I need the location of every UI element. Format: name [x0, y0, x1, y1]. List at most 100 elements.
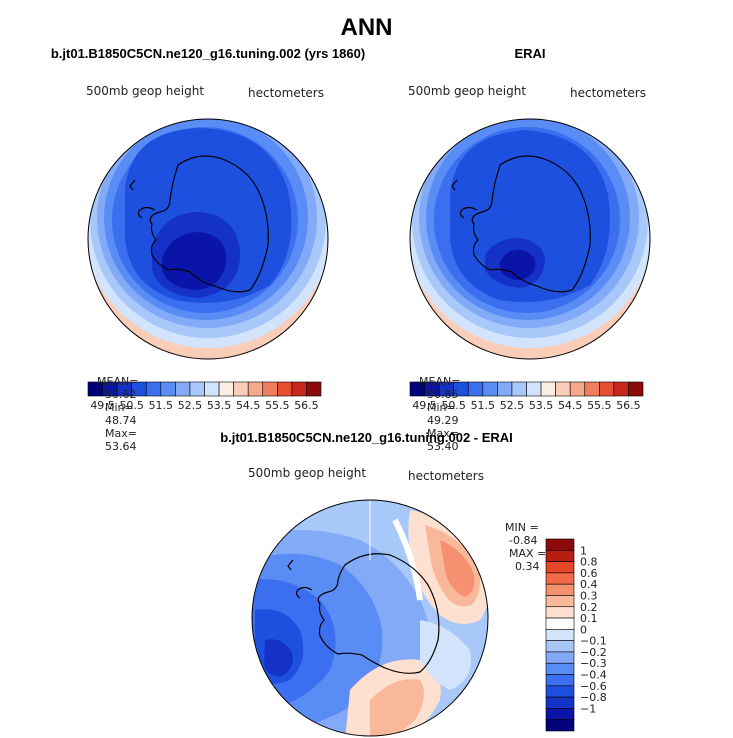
- panel-1-coastline: [129, 155, 269, 293]
- diff-colorbar-swatch: [545, 583, 575, 596]
- panel-1-min-value: 48.74: [105, 414, 137, 427]
- panel-2-colorbar-tick-label: 53.5: [529, 399, 554, 412]
- diff-colorbar-swatch: [545, 719, 575, 732]
- panel-1-colorbar-swatch: [262, 381, 278, 397]
- panel-2-colorbar-tick-label: 52.5: [500, 399, 525, 412]
- panel-1-mean-label: MEAN=: [97, 375, 139, 388]
- panel-2-map: [410, 119, 650, 359]
- diff-stats: MIN = -0.84 MAX = 0.34: [498, 508, 546, 573]
- panel-2-colorbar-tick-label: 54.5: [558, 399, 583, 412]
- diff-colorbar-swatch: [545, 674, 575, 687]
- diff-title: b.jt01.B1850C5CN.ne120_g16.tuning.002 - …: [220, 430, 513, 445]
- diff-colorbar-tick-label: −1: [580, 702, 596, 715]
- panel-1-colorbar-tick-label: 54.5: [236, 399, 261, 412]
- panel-1-mean-value: 50.62: [105, 388, 137, 401]
- diff-colorbar-swatch: [545, 617, 575, 630]
- panel-1-colorbar-swatch: [291, 381, 307, 397]
- panel-1-colorbar-swatch: [247, 381, 264, 397]
- main-title: ANN: [340, 14, 393, 41]
- diff-colorbar-tick-label: 0.6: [580, 567, 598, 580]
- panel-1-colorbar-swatch: [277, 381, 293, 397]
- diff-colorbar-swatch: [545, 595, 575, 608]
- diff-colorbar-swatch: [545, 685, 575, 698]
- diff-colorbar-tick-label: 0.2: [580, 601, 598, 614]
- panel-2-max-label: Max=: [427, 427, 459, 440]
- panel-2-colorbar-tick-label: 49.5: [412, 399, 437, 412]
- panel-1-colorbar-tick-label: 51.5: [149, 399, 174, 412]
- panel-2-colorbar-swatch: [497, 381, 513, 397]
- diff-max-label: MAX =: [509, 547, 547, 560]
- diff-variable-label: 500mb geop height: [248, 466, 367, 480]
- diff-colorbar-tick-label: −0.8: [580, 691, 607, 704]
- panel-2-colorbar-tick-label: 50.5: [441, 399, 466, 412]
- diff-colorbar-swatch: [545, 662, 575, 675]
- diff-colorbar-swatch: [545, 572, 575, 585]
- panel-1-colorbar-tick-label: 56.5: [294, 399, 319, 412]
- diff-colorbar-tick-label: 0.3: [580, 589, 598, 602]
- diff-colorbar-swatch: [545, 606, 575, 619]
- panel-2-stats: MEAN= 50.85 Min= 49.29 Max= 53.40: [412, 362, 460, 453]
- diff-colorbar-tick-label: 0.1: [580, 612, 598, 625]
- diff-colorbar-tick-label: −0.4: [580, 669, 607, 682]
- panel-2-min-value: 49.29: [427, 414, 459, 427]
- diff-map-border: [251, 499, 489, 737]
- diff-colorbar-swatch: [545, 629, 575, 641]
- panel-2-colorbar-swatch: [613, 381, 629, 397]
- panel-2-mean-value: 50.85: [427, 388, 459, 401]
- panel-2-colorbar-swatch: [540, 381, 556, 397]
- panel-1-colorbar-swatch: [233, 381, 249, 397]
- panel-1-colorbar-tick-label: 49.5: [90, 399, 115, 412]
- diff-max-value: 0.34: [515, 560, 540, 573]
- diff-colorbar-swatch: [545, 561, 575, 574]
- panel-2-variable-label: 500mb geop height: [408, 84, 527, 98]
- diff-colorbar-tick-label: 1: [580, 544, 587, 557]
- diff-colorbar-swatch: [545, 708, 575, 721]
- panel-2-colorbar: 49.5 50.5 51.5 52.5 53.5 54.5 55.5 56.5: [409, 381, 644, 412]
- panel-1-stats: MEAN= 50.62 Min= 48.74 Max= 53.64: [90, 362, 138, 453]
- diff-colorbar-swatch: [545, 640, 575, 653]
- panel-2-colorbar-tick-label: 56.5: [616, 399, 641, 412]
- panel-1-colorbar: 49.5 50.5 51.5 52.5 53.5 54.5 55.5 56.5: [87, 381, 322, 412]
- diff-colorbar-tick-label: −0.6: [580, 680, 607, 693]
- panel-1-colorbar-tick-label: 50.5: [119, 399, 144, 412]
- panel-1-map: [88, 119, 328, 359]
- panel-2-colorbar-swatch: [584, 381, 600, 397]
- panel-2-map-border: [409, 118, 651, 360]
- panel-2-units-label: hectometers: [570, 86, 646, 100]
- panel-2-colorbar-swatch: [599, 381, 615, 397]
- panel-1-colorbar-tick-label: 53.5: [207, 399, 232, 412]
- diff-colorbar-tick-label: −0.3: [580, 657, 607, 670]
- diff-map: [252, 500, 488, 736]
- panel-1-colorbar-tick-label: 52.5: [178, 399, 203, 412]
- diff-min-value: -0.84: [509, 534, 538, 547]
- panel-1-units-label: hectometers: [248, 86, 324, 100]
- panel-1-colorbar-tick-label: 55.5: [265, 399, 290, 412]
- diff-colorbar-tick-label: 0: [580, 623, 587, 636]
- panel-2-colorbar-swatch: [526, 381, 542, 397]
- panel-1-colorbar-swatch: [160, 381, 176, 397]
- panel-2-coastline: [451, 155, 591, 293]
- panel-2-colorbar-tick-label: 51.5: [471, 399, 496, 412]
- panel-2-mean-label: MEAN=: [419, 375, 461, 388]
- diff-coastline: [287, 553, 440, 674]
- diff-units-label: hectometers: [408, 469, 484, 483]
- panel-1-max-label: Max=: [105, 427, 137, 440]
- diff-colorbar: 10.80.60.40.30.20.10−0.1−0.2−0.3−0.4−0.6…: [545, 538, 607, 732]
- diff-colorbar-tick-label: −0.2: [580, 646, 607, 659]
- panel-1-colorbar-swatch: [306, 381, 322, 397]
- panel-1-colorbar-swatch: [145, 381, 162, 397]
- panel-2-colorbar-swatch: [482, 381, 498, 397]
- panel-1-max-value: 53.64: [105, 440, 137, 453]
- panel-2-colorbar-tick-label: 55.5: [587, 399, 612, 412]
- panel-2-colorbar-swatch: [467, 381, 484, 397]
- panel-1-colorbar-swatch: [189, 381, 205, 397]
- panel-2-colorbar-swatch: [628, 381, 644, 397]
- panel-2-colorbar-swatch: [555, 381, 571, 397]
- diff-colorbar-tick-label: −0.1: [580, 635, 607, 648]
- diff-colorbar-tick-label: 0.4: [580, 578, 598, 591]
- panel-1-colorbar-swatch: [204, 381, 220, 397]
- diff-colorbar-swatch: [545, 651, 575, 664]
- diff-colorbar-swatch: [545, 538, 575, 551]
- panel-1-colorbar-swatch: [218, 381, 234, 397]
